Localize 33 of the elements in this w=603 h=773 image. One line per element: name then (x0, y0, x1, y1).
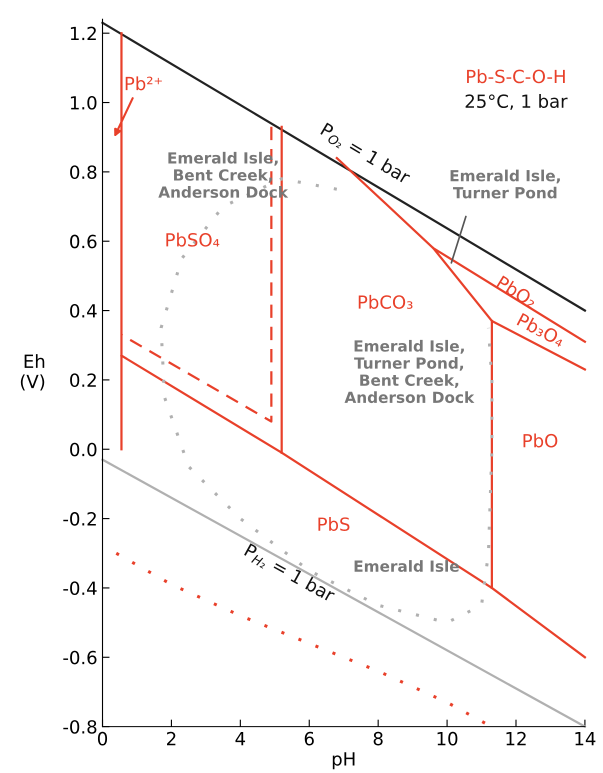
y-tick-label: -0.2 (63, 512, 96, 526)
annotation: P$_{H₂}$ = 1 bar (242, 542, 337, 605)
y-tick-label: -0.4 (63, 581, 97, 596)
x-tick-label: 10 (438, 732, 458, 746)
x-axis-title: pH (332, 752, 354, 770)
x-tick-label: 14 (575, 732, 596, 746)
x-tick-label: 4 (235, 732, 246, 746)
y-tick-label: 1.2 (70, 26, 96, 40)
y-tick-label: 0.0 (70, 442, 96, 456)
annotation: Emerald Isle, Turner Pond, Bent Creek, Anderson Dock (344, 340, 474, 404)
y-tick-label: -0.6 (63, 650, 97, 664)
annotation: PbCO₃ (358, 294, 412, 309)
y-axis-title: Eh (V) (20, 354, 44, 390)
annotation: Emerald Isle (354, 560, 459, 572)
x-tick-label: 12 (506, 732, 526, 746)
x-tick-label: 8 (374, 732, 383, 746)
annotation: Pb-S-C-O-H (467, 69, 565, 84)
y-tick-label: 1.0 (70, 96, 96, 110)
x-tick-label: 6 (304, 732, 314, 746)
y-tick-label: 0.2 (70, 373, 96, 388)
annotation: P$_{O₂}$ = 1 bar (318, 122, 412, 188)
annotation: PbSO₄ (166, 232, 220, 247)
annotation: PbO (524, 434, 558, 448)
x-tick-label: 2 (167, 732, 176, 746)
y-tick-label: -0.8 (63, 720, 96, 734)
annotation: Pb²⁺ (126, 76, 162, 90)
y-tick-label: 0.4 (70, 304, 97, 318)
x-tick-label: 0 (98, 732, 108, 746)
annotation: Emerald Isle, Turner Pond (450, 170, 560, 199)
annotation: PbS (318, 517, 350, 531)
y-tick-label: 0.8 (70, 165, 96, 179)
y-tick-label: 0.6 (70, 234, 97, 248)
annotation: 25°C, 1 bar (466, 94, 568, 110)
